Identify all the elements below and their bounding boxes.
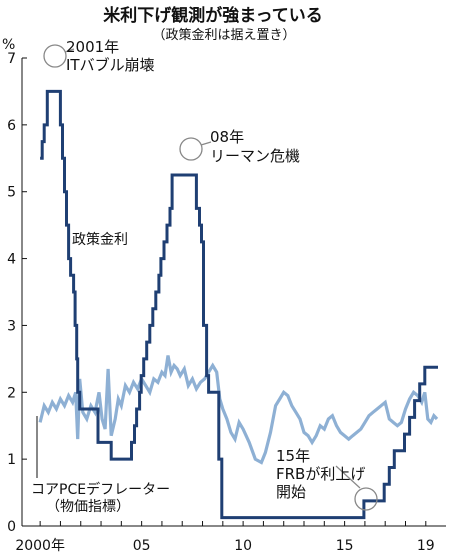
annotation-hike-marker — [354, 487, 378, 511]
series-label-policy-rate-text: 政策金利 — [72, 231, 128, 248]
annotation-lehman: 08年 リーマン危機 — [179, 128, 300, 165]
y-axis-ticks: 0 1 2 3 4 5 6 7 — [7, 51, 27, 535]
annotation-dotcom-marker — [43, 44, 67, 68]
x-axis: 2000年 05 10 15 19 — [15, 521, 446, 554]
y-axis-unit-label: % — [2, 37, 15, 53]
series-line-policy-rate — [40, 89, 438, 520]
x-tick-label: 05 — [133, 538, 151, 554]
annotation-lehman-marker — [179, 137, 203, 161]
x-tick-label: 2000年 — [15, 538, 65, 554]
series-label-pce-line2: （物価指標） — [46, 499, 130, 515]
annotation-hike-line1: 15年 — [276, 447, 310, 465]
y-tick-label: 0 — [7, 519, 16, 535]
series-label-pce-deflator: コアPCEデフレーター （物価指標） — [31, 416, 170, 515]
chart-title: 米利下げ観測が強まっている — [103, 5, 322, 26]
annotation-lehman-line1: 08年 — [210, 128, 244, 146]
y-tick-label: 3 — [7, 318, 16, 334]
annotation-hike-line2: FRBが利上げ — [276, 465, 365, 483]
annotation-dotcom-line2: ITバブル崩壊 — [66, 56, 155, 74]
y-tick-label: 5 — [7, 185, 16, 201]
annotation-dotcom-leader — [64, 48, 75, 53]
y-tick-label: 6 — [7, 118, 16, 134]
annotation-lehman-leader — [200, 141, 212, 146]
y-tick-label: 1 — [7, 452, 16, 468]
plot-area — [38, 89, 439, 520]
chart-subtitle: （政策金利は据え置き） — [152, 27, 295, 43]
annotation-dotcom: 2001年 ITバブル崩壊 — [43, 38, 155, 74]
annotation-lehman-line2: リーマン危機 — [210, 147, 300, 165]
x-tick-label: 19 — [417, 538, 435, 554]
annotation-dotcom-line1: 2001年 — [66, 38, 119, 56]
x-tick-label: 15 — [336, 538, 354, 554]
series-label-pce-line1: コアPCEデフレーター — [31, 481, 170, 498]
annotation-hike-leader — [335, 465, 361, 489]
y-tick-label: 4 — [7, 252, 16, 268]
y-tick-label: 2 — [7, 385, 16, 401]
annotation-hike: 15年 FRBが利上げ 開始 — [276, 447, 378, 511]
annotation-hike-line3: 開始 — [276, 483, 306, 501]
y-tick-label: 7 — [7, 51, 16, 67]
series-label-policy-rate: 政策金利 — [72, 231, 128, 248]
y-axis: 0 1 2 3 4 5 6 7 — [7, 51, 27, 535]
x-axis-ticks: 2000年 05 10 15 19 — [15, 521, 435, 554]
series-line-pce-deflator — [38, 355, 439, 465]
x-tick-label: 10 — [234, 538, 252, 554]
